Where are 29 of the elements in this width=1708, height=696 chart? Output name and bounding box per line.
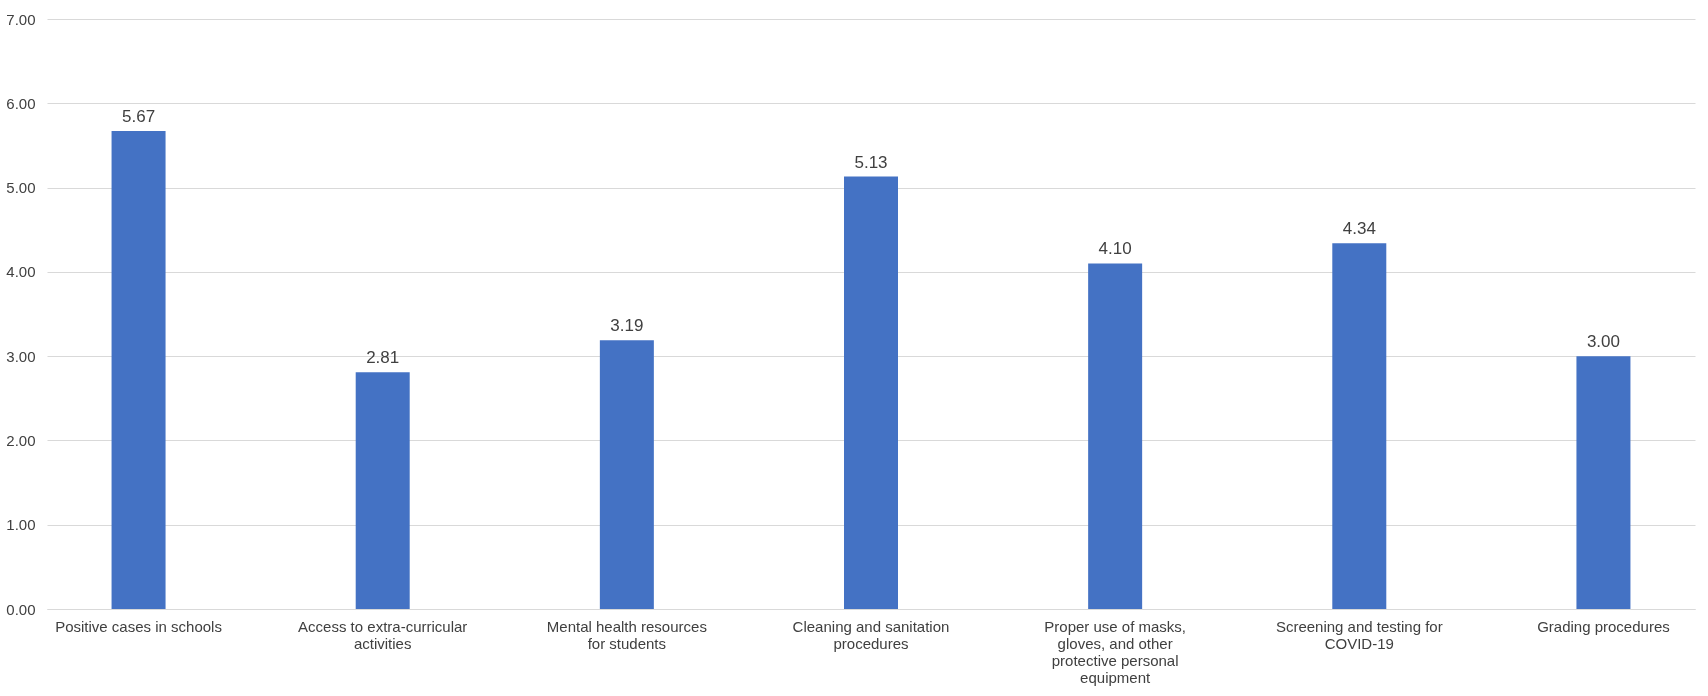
y-tick-label: 7.00 <box>6 10 36 28</box>
x-tick-label: Screening and testing for COVID-19 <box>1275 617 1443 652</box>
data-label: 5.67 <box>122 107 156 127</box>
x-tick-label: Positive cases in schools <box>55 617 222 635</box>
y-tick-label: 6.00 <box>6 94 36 112</box>
data-label: 3.19 <box>610 316 644 336</box>
y-tick-label: 1.00 <box>6 516 36 534</box>
data-label: 4.34 <box>1342 219 1376 239</box>
x-tick-label: Grading procedures <box>1537 617 1670 635</box>
bar <box>844 176 898 609</box>
x-tick-label: Proper use of masks, gloves, and other protective personal equipment <box>1044 617 1187 686</box>
bar <box>599 340 654 609</box>
bar <box>1088 263 1143 609</box>
data-label: 4.10 <box>1098 239 1132 259</box>
y-tick-label: 2.00 <box>6 431 36 449</box>
y-tick-label: 0.00 <box>6 600 36 618</box>
data-label: 5.13 <box>854 152 888 172</box>
x-tick-label: Cleaning and sanitation procedures <box>792 617 950 652</box>
x-tick-label: Mental health resources for students <box>546 617 707 652</box>
bar <box>111 131 166 609</box>
bar <box>1332 243 1387 609</box>
y-tick-label: 4.00 <box>6 263 36 281</box>
data-label: 3.00 <box>1586 332 1620 352</box>
y-tick-label: 5.00 <box>6 179 36 197</box>
x-tick-label: Access to extra-curricular activities <box>298 617 468 652</box>
y-tick-label: 3.00 <box>6 347 36 365</box>
bar <box>355 372 410 609</box>
data-label: 2.81 <box>366 348 400 368</box>
bar <box>1576 356 1631 609</box>
